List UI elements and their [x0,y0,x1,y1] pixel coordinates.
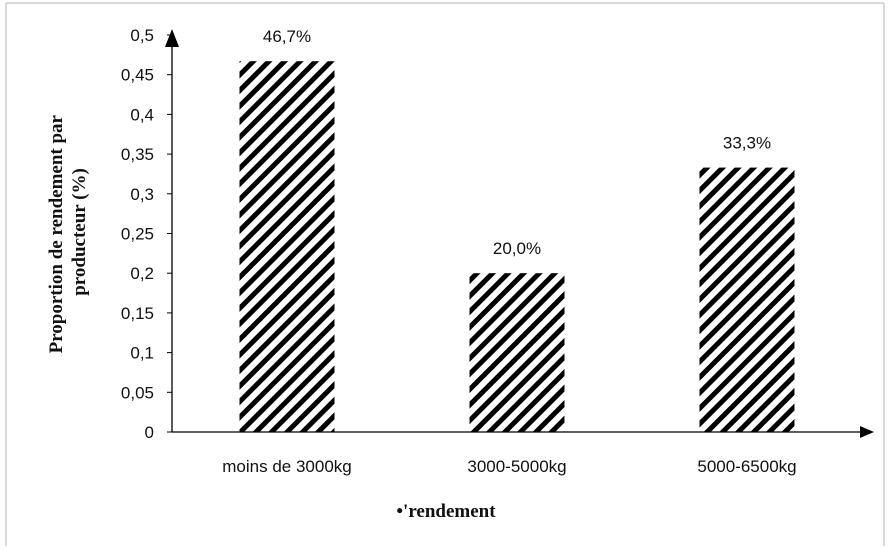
bar-data-label: 46,7% [263,27,311,46]
category-label: 5000-6500kg [697,457,796,476]
y-axis-title: Proportion de rendement par producteur (… [46,111,90,354]
y-tick-label: 0,4 [130,105,154,124]
y-tick-label: 0,5 [130,26,154,45]
x-axis-title: •'rendement [396,501,496,522]
bar [239,61,335,433]
y-axis-arrow-icon [165,29,179,47]
y-tick-label: 0,3 [130,185,154,204]
category-labels: moins de 3000kg 3000-5000kg 5000-6500kg [222,457,796,476]
y-tick-label: 0,45 [121,66,154,85]
bar-data-label: 33,3% [723,134,771,153]
y-tick-label: 0,15 [121,304,154,323]
y-tick-label: 0,25 [121,225,154,244]
y-tick-label: 0,35 [121,145,154,164]
y-tick-label: 0,1 [130,344,154,363]
x-axis-arrow-icon [860,426,874,438]
bar [699,167,795,432]
category-label: 3000-5000kg [467,457,566,476]
bars [239,61,795,433]
bar-data-label: 20,0% [493,239,541,258]
data-labels: 46,7% 20,0% 33,3% [263,27,771,258]
y-tick-label: 0 [145,423,154,442]
y-tick-label: 0,05 [121,383,154,402]
y-tick-label: 0,2 [130,264,154,283]
y-axis-ticks: 0 0,05 0,1 0,15 0,2 0,25 0,3 0,35 0,4 0,45 0,5 [121,26,172,442]
category-label: moins de 3000kg [222,457,351,476]
bar [469,273,565,432]
